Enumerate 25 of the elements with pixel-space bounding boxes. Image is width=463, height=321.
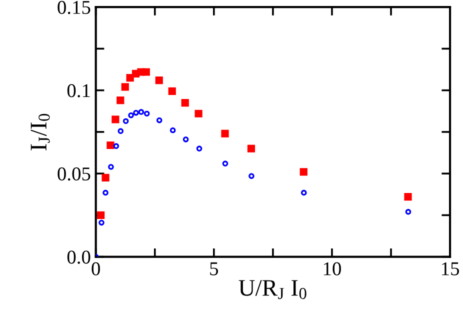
y-tick-label: 0.05 bbox=[58, 167, 90, 181]
point bbox=[142, 68, 150, 76]
point bbox=[116, 96, 124, 104]
point bbox=[106, 141, 114, 150]
point bbox=[168, 87, 176, 95]
x-tick-label: 10 bbox=[324, 262, 341, 276]
point bbox=[247, 144, 256, 152]
point bbox=[194, 110, 202, 118]
y-tick-label: 0.15 bbox=[58, 0, 90, 14]
point bbox=[121, 83, 129, 91]
point bbox=[404, 193, 412, 201]
x-tick-label: 5 bbox=[210, 262, 218, 276]
y-tick-label: 0.0 bbox=[67, 250, 90, 264]
point bbox=[181, 98, 189, 107]
x-tick-label: 15 bbox=[442, 262, 459, 276]
y-tick-label: 0.1 bbox=[67, 84, 90, 98]
x-axis-title: U/R$_{J}$ I$_{0}$ bbox=[238, 280, 306, 300]
point bbox=[112, 116, 120, 124]
point bbox=[102, 174, 110, 182]
x-tick-label: 0 bbox=[92, 262, 100, 276]
point bbox=[300, 168, 308, 176]
point bbox=[221, 130, 229, 138]
point bbox=[96, 211, 105, 219]
y-axis-title: I$_{J}$/I$_{0}$ bbox=[30, 114, 50, 150]
point bbox=[155, 76, 163, 84]
